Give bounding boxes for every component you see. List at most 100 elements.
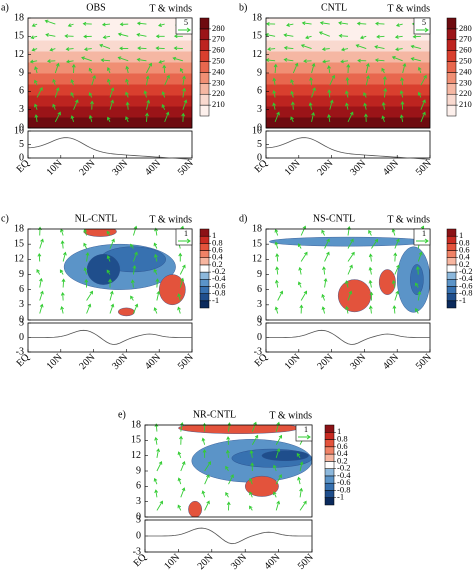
wind-arrow — [156, 460, 163, 472]
y-tick-label: 15 — [252, 31, 262, 42]
surface-band — [28, 120, 192, 128]
x-tick-label: 10N — [283, 158, 303, 178]
wind-arrow — [327, 65, 331, 74]
x-tick-label: 20N — [77, 352, 97, 372]
colorbar-box — [199, 286, 210, 294]
wind-arrow — [319, 21, 330, 25]
wind-arrow — [154, 436, 159, 445]
wind-arrow — [52, 78, 56, 86]
wind-arrow — [345, 77, 350, 86]
wind-arrow — [99, 43, 111, 49]
wind-arrow — [60, 240, 65, 249]
wind-arrow — [125, 101, 130, 110]
colorbar-box — [199, 50, 210, 62]
colorbar-label: 270 — [212, 34, 225, 44]
wind-arrow — [182, 99, 188, 110]
wind-arrow — [297, 243, 302, 249]
x-tick-label: 20N — [315, 158, 335, 178]
colorbar-label: 0.8 — [212, 237, 223, 247]
terrain-tick-label: 5 — [19, 139, 24, 150]
wind-arrow — [156, 290, 161, 301]
wind-arrow — [322, 266, 326, 275]
wind-arrow — [117, 56, 129, 62]
panel-subtitle: T & winds — [149, 3, 192, 14]
wind-arrow — [39, 290, 44, 301]
wind-arrow — [179, 67, 184, 74]
wind-arrow — [410, 44, 422, 49]
wind-arrow — [321, 229, 325, 236]
wind-arrow — [324, 238, 330, 249]
wind-arrow — [130, 295, 134, 301]
wind-arrow — [340, 47, 349, 52]
wind-arrow — [182, 87, 186, 98]
wind-arrow — [39, 277, 43, 288]
wind-arrow — [311, 87, 316, 98]
wind-arrow — [158, 23, 165, 27]
y-tick-label: 6 — [257, 86, 262, 97]
y-tick-label: 12 — [252, 49, 262, 60]
wind-arrow — [83, 47, 92, 52]
wind-arrow — [299, 461, 304, 472]
wind-arrow — [394, 264, 400, 275]
anomaly-field — [63, 229, 186, 317]
wind-arrow — [347, 264, 353, 275]
colorbar-label: 0.8 — [459, 237, 470, 247]
wind-arrow — [275, 421, 281, 432]
colorbar-label: 1 — [337, 426, 341, 436]
wind-arrow — [119, 46, 129, 51]
wind-arrow — [329, 74, 336, 86]
x-tick-label: 20N — [315, 352, 335, 372]
x-tick-label: 30N — [229, 552, 249, 572]
wind-arrow — [178, 252, 183, 262]
ref-vector-arrow — [178, 238, 191, 244]
x-tick-label: EQ — [15, 157, 33, 175]
panel-subtitle: T & winds — [149, 214, 192, 225]
anomaly-region — [261, 450, 309, 461]
wind-arrow — [31, 23, 38, 27]
wind-arrow — [225, 449, 230, 458]
colorbar-label: 0.6 — [212, 244, 223, 254]
colorbar-box — [199, 243, 210, 251]
terrain-tick-label: 3 — [19, 317, 24, 328]
wind-arrow — [136, 32, 147, 37]
wind-arrow — [86, 303, 92, 314]
colorbar-label: -0.2 — [459, 266, 472, 276]
colorbar-label: 250 — [212, 56, 225, 66]
wind-arrow — [321, 306, 326, 314]
wind-arrow — [60, 305, 64, 314]
wind-arrow — [125, 91, 129, 98]
wind-arrow — [415, 266, 420, 275]
wind-arrow — [34, 114, 39, 122]
wind-arrow — [225, 465, 229, 472]
wind-arrow — [383, 87, 388, 98]
wind-arrow — [249, 491, 253, 498]
colorbar-box — [446, 28, 457, 41]
y-tick-label: 6 — [257, 284, 262, 295]
wind-arrow — [91, 75, 96, 86]
wind-arrow — [395, 47, 403, 52]
y-tick-label: 15 — [252, 238, 262, 249]
panel-title: NS-CNTL — [313, 213, 355, 224]
y-tick-label: 12 — [252, 254, 262, 265]
wind-arrow — [275, 266, 280, 275]
wind-arrow — [130, 279, 135, 288]
wind-arrow — [34, 79, 38, 86]
y-tick-label: 9 — [136, 465, 141, 476]
y-tick-label: 0 — [257, 122, 262, 133]
wind-arrow — [164, 74, 170, 86]
wind-arrow — [153, 268, 158, 275]
wind-arrow — [52, 103, 56, 110]
ref-vector-label: 1 — [184, 229, 188, 238]
y-tick-label: 18 — [14, 223, 24, 234]
wind-arrow — [119, 22, 129, 27]
wind-arrow — [82, 21, 92, 26]
wind-vectors — [274, 225, 425, 314]
colorbar-box — [446, 83, 457, 95]
wind-arrow — [347, 111, 354, 123]
colorbar-label: 0.6 — [337, 441, 348, 451]
colorbar: -1-0.8-0.6-0.4-0.20.20.40.60.81 — [446, 228, 473, 309]
x-tick-label: 40N — [143, 352, 163, 372]
x-tick-label: 30N — [110, 158, 130, 178]
ref-vector-label: 5 — [184, 18, 188, 27]
wind-arrow — [275, 500, 281, 511]
